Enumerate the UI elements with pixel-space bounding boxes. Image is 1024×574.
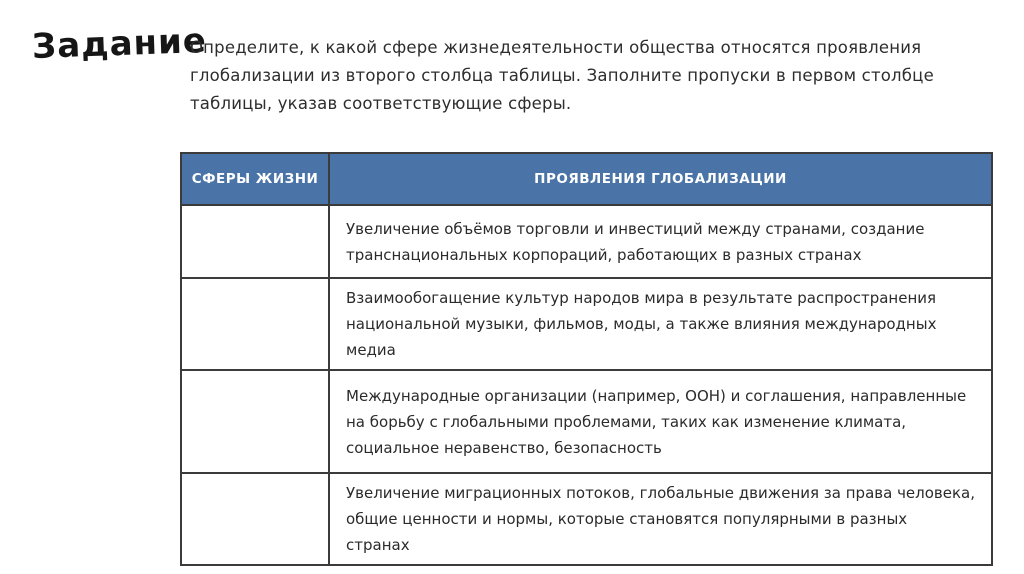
sphere-blank-cell — [180, 204, 330, 279]
table-row: Увеличение объёмов торговли и инвестиций… — [180, 204, 993, 279]
slide-title: Задание — [31, 20, 208, 68]
sphere-blank-cell — [180, 369, 330, 474]
manifestation-cell: Международные организации (например, ООН… — [328, 369, 993, 474]
sphere-blank-cell — [180, 472, 330, 566]
table-header-row: СФЕРЫ ЖИЗНИ ПРОЯВЛЕНИЯ ГЛОБАЛИЗАЦИИ — [180, 152, 993, 206]
sphere-blank-cell — [180, 277, 330, 371]
table-row: Взаимообогащение культур народов мира в … — [180, 277, 993, 371]
header-cell-manifestations: ПРОЯВЛЕНИЯ ГЛОБАЛИЗАЦИИ — [328, 152, 993, 206]
header-cell-spheres: СФЕРЫ ЖИЗНИ — [180, 152, 330, 206]
table-row: Международные организации (например, ООН… — [180, 369, 993, 474]
manifestation-cell: Увеличение миграционных потоков, глобаль… — [328, 472, 993, 566]
manifestation-cell: Увеличение объёмов торговли и инвестиций… — [328, 204, 993, 279]
task-instruction: Определите, к какой сфере жизнедеятельно… — [190, 38, 934, 113]
globalization-table: СФЕРЫ ЖИЗНИ ПРОЯВЛЕНИЯ ГЛОБАЛИЗАЦИИ Увел… — [180, 152, 993, 566]
table-row: Увеличение миграционных потоков, глобаль… — [180, 472, 993, 566]
manifestation-cell: Взаимообогащение культур народов мира в … — [328, 277, 993, 371]
